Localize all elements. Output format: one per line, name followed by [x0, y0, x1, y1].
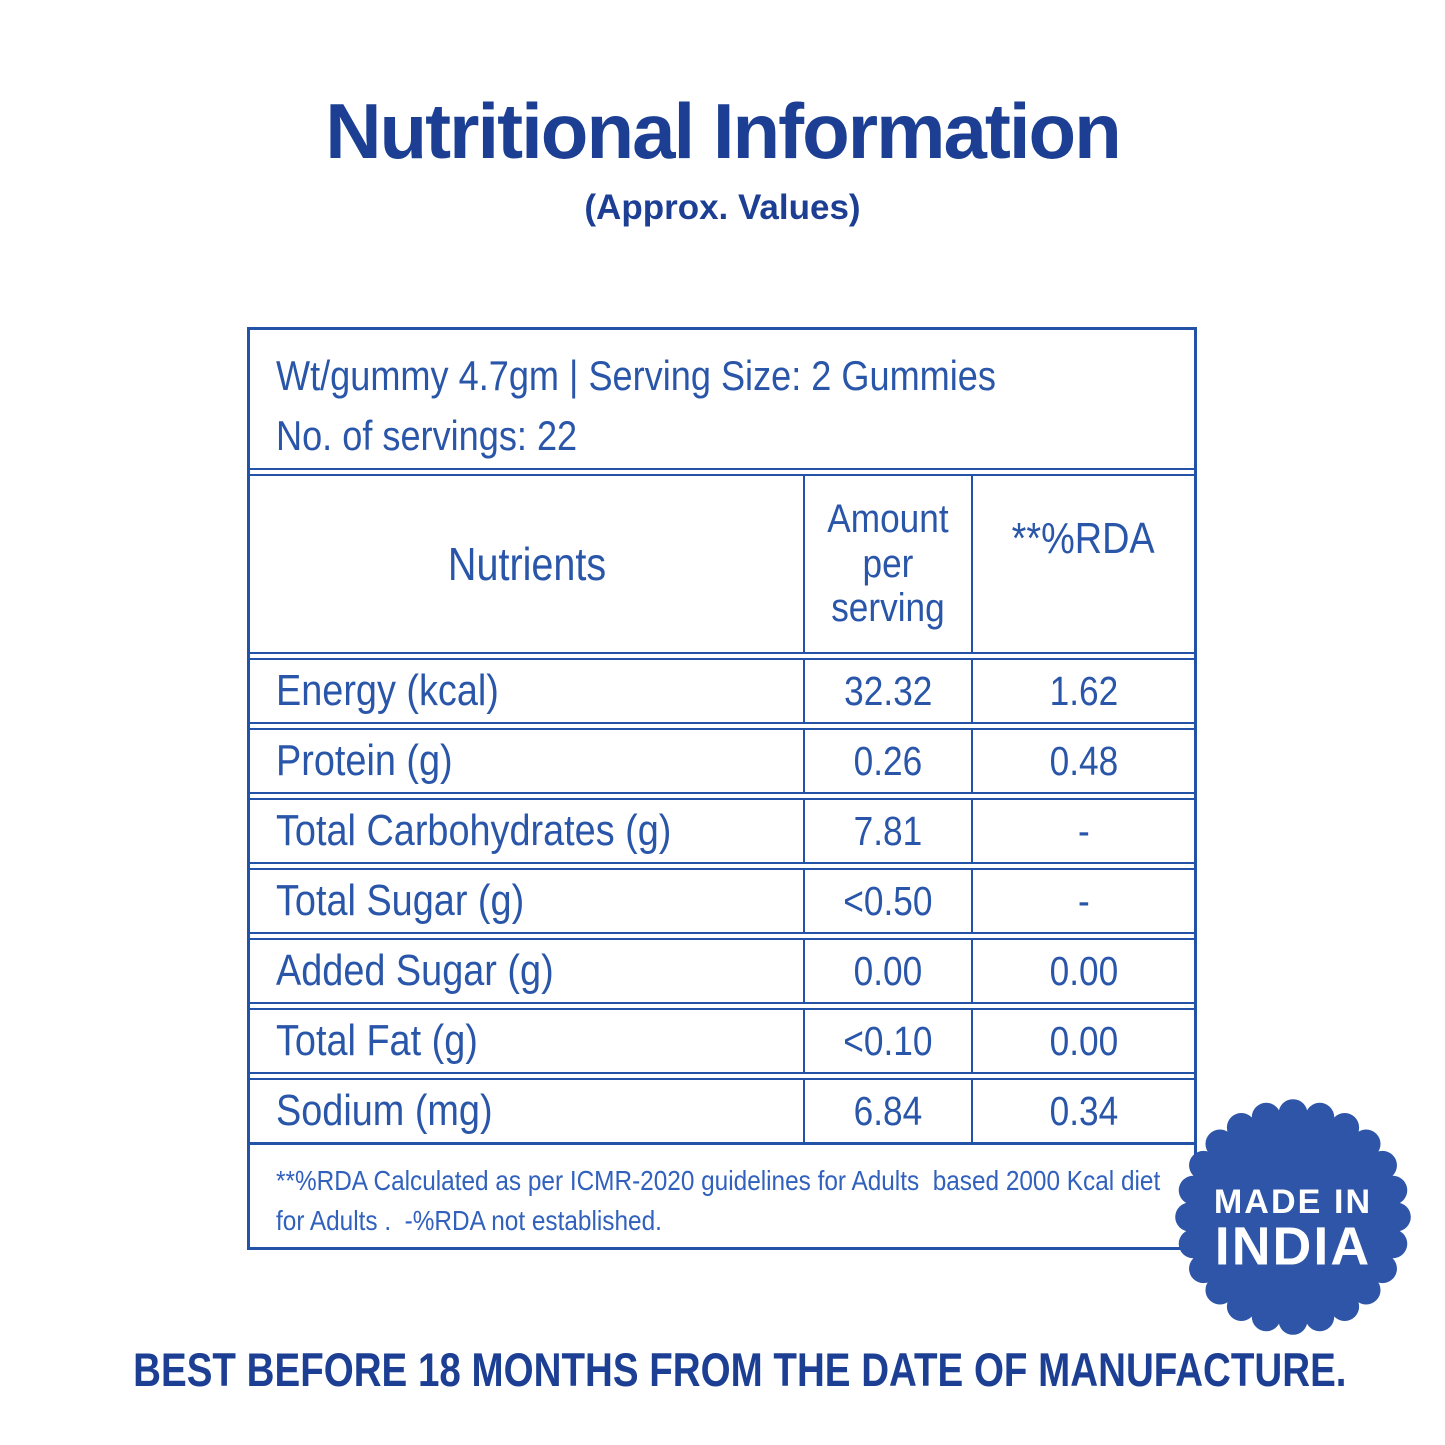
nutrient-name: Total Carbohydrates (g) — [276, 806, 672, 855]
nutrient-name-cell: Total Fat (g) — [250, 1010, 803, 1072]
nutrient-name: Sodium (mg) — [276, 1086, 493, 1135]
nutrient-amount-cell: 7.81 — [803, 800, 974, 862]
table-row: Total Fat (g) <0.10 0.00 — [250, 1010, 1194, 1072]
nutrient-name: Protein (g) — [276, 736, 453, 785]
nutrient-name-cell: Energy (kcal) — [250, 660, 803, 722]
table-row: Energy (kcal) 32.32 1.62 — [250, 660, 1194, 722]
nutrient-rda-cell: 0.00 — [973, 940, 1194, 1002]
nutrient-name-cell: Added Sugar (g) — [250, 940, 803, 1002]
serving-info-line2: No. of servings: 22 — [276, 411, 578, 459]
col-header-rda: **%RDA — [973, 476, 1194, 652]
row-separator — [250, 862, 1194, 870]
col-header-amount-label: Amount per serving — [827, 496, 949, 631]
nutrient-rda: 0.48 — [1049, 737, 1118, 784]
col-header-nutrients-label: Nutrients — [447, 538, 606, 590]
col-header-rda-label: **%RDA — [1012, 514, 1156, 563]
row-separator — [250, 932, 1194, 940]
row-separator — [250, 792, 1194, 800]
nutrient-name: Energy (kcal) — [276, 666, 499, 715]
nutrient-rda-cell: 0.48 — [973, 730, 1194, 792]
nutrient-rda: 0.34 — [1049, 1087, 1118, 1134]
table-row: Protein (g) 0.26 0.48 — [250, 730, 1194, 792]
table-row: Sodium (mg) 6.84 0.34 — [250, 1080, 1194, 1142]
nutrient-rda-cell: 0.00 — [973, 1010, 1194, 1072]
nutrient-amount-cell: <0.10 — [803, 1010, 974, 1072]
serving-info-cell: Wt/gummy 4.7gm | Serving Size: 2 Gummies… — [250, 330, 1194, 468]
nutrient-amount: 32.32 — [843, 667, 933, 714]
table-row: Total Carbohydrates (g) 7.81 - — [250, 800, 1194, 862]
nutrient-amount: <0.10 — [843, 1017, 933, 1064]
nutrient-rda: - — [1077, 877, 1090, 924]
footnote-separator — [250, 1142, 1194, 1145]
row-separator — [250, 1002, 1194, 1010]
best-before-label: BEST BEFORE 18 MONTHS FROM THE DATE OF M… — [133, 1343, 1347, 1396]
nutrient-rda-cell: - — [973, 800, 1194, 862]
nutrient-name: Added Sugar (g) — [276, 946, 554, 995]
nutrient-name-cell: Total Carbohydrates (g) — [250, 800, 803, 862]
rda-footnote: **%RDA Calculated as per ICMR-2020 guide… — [250, 1145, 1194, 1241]
nutrient-amount-cell: 0.26 — [803, 730, 974, 792]
nutrient-name: Total Fat (g) — [276, 1016, 478, 1065]
nutrient-amount: 7.81 — [853, 807, 923, 854]
nutrient-amount: 0.00 — [853, 947, 923, 994]
nutrient-amount: 6.84 — [853, 1087, 923, 1134]
table-row: Total Sugar (g) <0.50 - — [250, 870, 1194, 932]
badge-line1: MADE IN — [1214, 1183, 1372, 1221]
nutrient-amount: 0.26 — [853, 737, 923, 784]
nutrient-rda: - — [1077, 807, 1090, 854]
nutrient-name: Total Sugar (g) — [276, 876, 525, 925]
page-subtitle: (Approx. Values) — [584, 188, 861, 227]
row-separator — [250, 722, 1194, 730]
row-separator — [250, 468, 1194, 476]
best-before-text: BEST BEFORE 18 MONTHS FROM THE DATE OF M… — [0, 1342, 1445, 1397]
nutrient-amount-cell: 0.00 — [803, 940, 974, 1002]
nutrient-rda: 0.00 — [1049, 947, 1118, 994]
nutrient-rda-cell: 0.34 — [973, 1080, 1194, 1142]
nutrient-amount: <0.50 — [843, 877, 933, 924]
col-header-nutrients: Nutrients — [250, 476, 803, 652]
nutrient-name-cell: Sodium (mg) — [250, 1080, 803, 1142]
row-separator — [250, 1072, 1194, 1080]
nutrient-name-cell: Total Sugar (g) — [250, 870, 803, 932]
table-row: Added Sugar (g) 0.00 0.00 — [250, 940, 1194, 1002]
nutrient-rda: 1.62 — [1049, 667, 1118, 714]
serving-info-line1: Wt/gummy 4.7gm | Serving Size: 2 Gummies — [276, 352, 996, 399]
row-separator — [250, 652, 1194, 660]
made-in-india-badge: MADE IN INDIA — [1169, 1093, 1417, 1341]
nutrient-name-cell: Protein (g) — [250, 730, 803, 792]
nutrient-rda-cell: 1.62 — [973, 660, 1194, 722]
seal-icon: MADE IN INDIA — [1175, 1099, 1411, 1335]
page-title: Nutritional Information — [325, 87, 1122, 175]
column-header-row: Nutrients Amount per serving **%RDA — [250, 476, 1194, 652]
nutrition-table: Wt/gummy 4.7gm | Serving Size: 2 Gummies… — [247, 327, 1197, 1250]
nutrient-amount-cell: <0.50 — [803, 870, 974, 932]
badge-line2: INDIA — [1215, 1217, 1372, 1277]
nutrient-rda: 0.00 — [1049, 1017, 1118, 1064]
nutrient-amount-cell: 6.84 — [803, 1080, 974, 1142]
nutrient-amount-cell: 32.32 — [803, 660, 974, 722]
rda-footnote-text: **%RDA Calculated as per ICMR-2020 guide… — [276, 1165, 1168, 1236]
nutrient-rows: Energy (kcal) 32.32 1.62 Protein (g) 0.26 0.4… — [250, 660, 1194, 1142]
col-header-amount-per-serving: Amount per serving — [803, 476, 974, 652]
nutrient-rda-cell: - — [973, 870, 1194, 932]
